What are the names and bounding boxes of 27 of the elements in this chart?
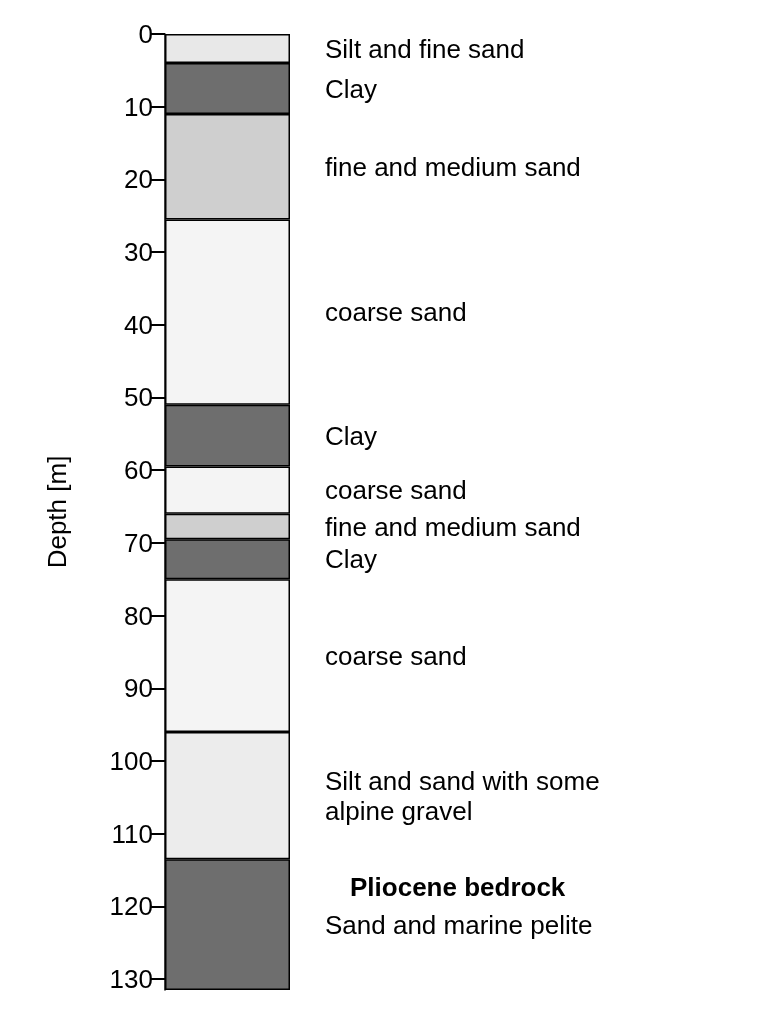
y-tick-label: 80 bbox=[124, 600, 153, 631]
series-label: coarse sand bbox=[325, 475, 467, 506]
y-tick-label: 110 bbox=[111, 818, 153, 849]
y-tick-label: 0 bbox=[138, 19, 153, 49]
series-label: Sand and marine pelite bbox=[325, 909, 593, 940]
y-tick-label: 60 bbox=[124, 455, 153, 486]
y-tick-label: 120 bbox=[109, 891, 153, 922]
y-tick-label: 50 bbox=[124, 382, 153, 413]
series-label: coarse sand bbox=[325, 640, 467, 671]
y-axis-title: Depth [m] bbox=[42, 455, 72, 569]
y-tick-label: 20 bbox=[124, 164, 153, 195]
series-label: Silt and sand with some alpine gravel bbox=[325, 765, 607, 826]
series-label: fine and medium sand bbox=[325, 511, 581, 542]
series-label: Silt and fine sand bbox=[325, 33, 525, 64]
series-label: Clay bbox=[325, 73, 378, 104]
y-tick-label: 40 bbox=[124, 309, 153, 340]
y-tick-label: 70 bbox=[124, 527, 153, 558]
y-tick-label: 130 bbox=[109, 964, 153, 995]
y-tick-label: 100 bbox=[109, 746, 153, 776]
series-label: coarse sand bbox=[325, 297, 467, 328]
y-tick-label: 10 bbox=[124, 91, 153, 122]
y-tick-label: 90 bbox=[124, 673, 153, 704]
series-label: Clay bbox=[325, 420, 378, 451]
text: Pliocene bedrock bbox=[350, 871, 566, 902]
y-tick-label: 30 bbox=[124, 237, 153, 268]
series-label: Clay bbox=[325, 544, 378, 575]
series-label: fine and medium sand bbox=[325, 151, 581, 182]
